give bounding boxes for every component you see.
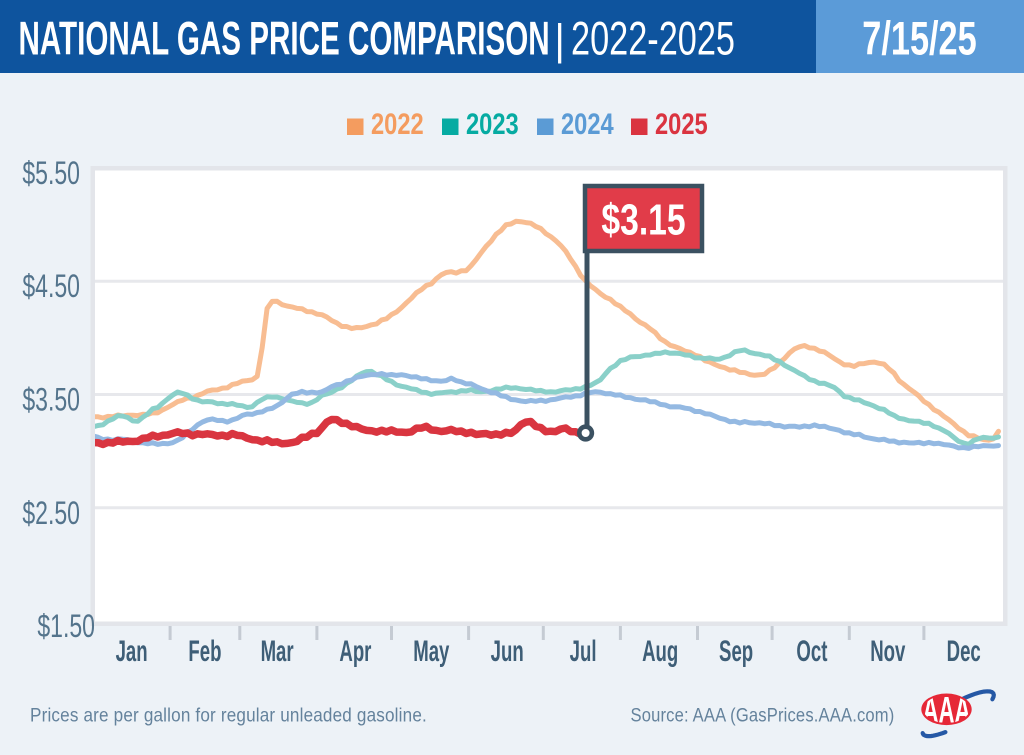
svg-text:2022: 2022 xyxy=(371,107,424,140)
svg-text:2022-2025: 2022-2025 xyxy=(571,12,735,65)
svg-text:$2.50: $2.50 xyxy=(22,495,80,531)
svg-text:Nov: Nov xyxy=(870,635,905,669)
svg-text:|: | xyxy=(555,15,565,64)
svg-text:Feb: Feb xyxy=(188,635,221,669)
svg-text:Oct: Oct xyxy=(796,635,827,669)
svg-text:$4.50: $4.50 xyxy=(22,269,80,305)
svg-text:Mar: Mar xyxy=(261,635,294,669)
svg-text:Jan: Jan xyxy=(116,635,148,669)
svg-text:Dec: Dec xyxy=(947,635,981,669)
svg-text:7/15/25: 7/15/25 xyxy=(862,12,976,65)
svg-text:Sep: Sep xyxy=(719,635,753,669)
svg-text:$1.50: $1.50 xyxy=(37,608,95,644)
svg-text:May: May xyxy=(413,635,449,669)
svg-text:Apr: Apr xyxy=(339,635,371,669)
svg-text:NATIONAL GAS PRICE COMPARISON: NATIONAL GAS PRICE COMPARISON xyxy=(19,13,550,66)
svg-text:Prices are per gallon for regu: Prices are per gallon for regular unlead… xyxy=(30,705,427,726)
svg-text:$3.15: $3.15 xyxy=(601,196,685,244)
svg-text:AAA: AAA xyxy=(922,690,970,731)
svg-text:$3.50: $3.50 xyxy=(22,382,80,418)
svg-text:2024: 2024 xyxy=(561,107,614,140)
svg-text:Jun: Jun xyxy=(491,635,524,669)
svg-text:Source: AAA (GasPrices.AAA.com: Source: AAA (GasPrices.AAA.com) xyxy=(631,704,895,725)
svg-text:Jul: Jul xyxy=(570,635,597,669)
svg-text:Aug: Aug xyxy=(642,635,678,669)
svg-text:2025: 2025 xyxy=(655,107,708,140)
svg-text:$5.50: $5.50 xyxy=(22,155,80,191)
svg-text:2023: 2023 xyxy=(466,107,519,140)
